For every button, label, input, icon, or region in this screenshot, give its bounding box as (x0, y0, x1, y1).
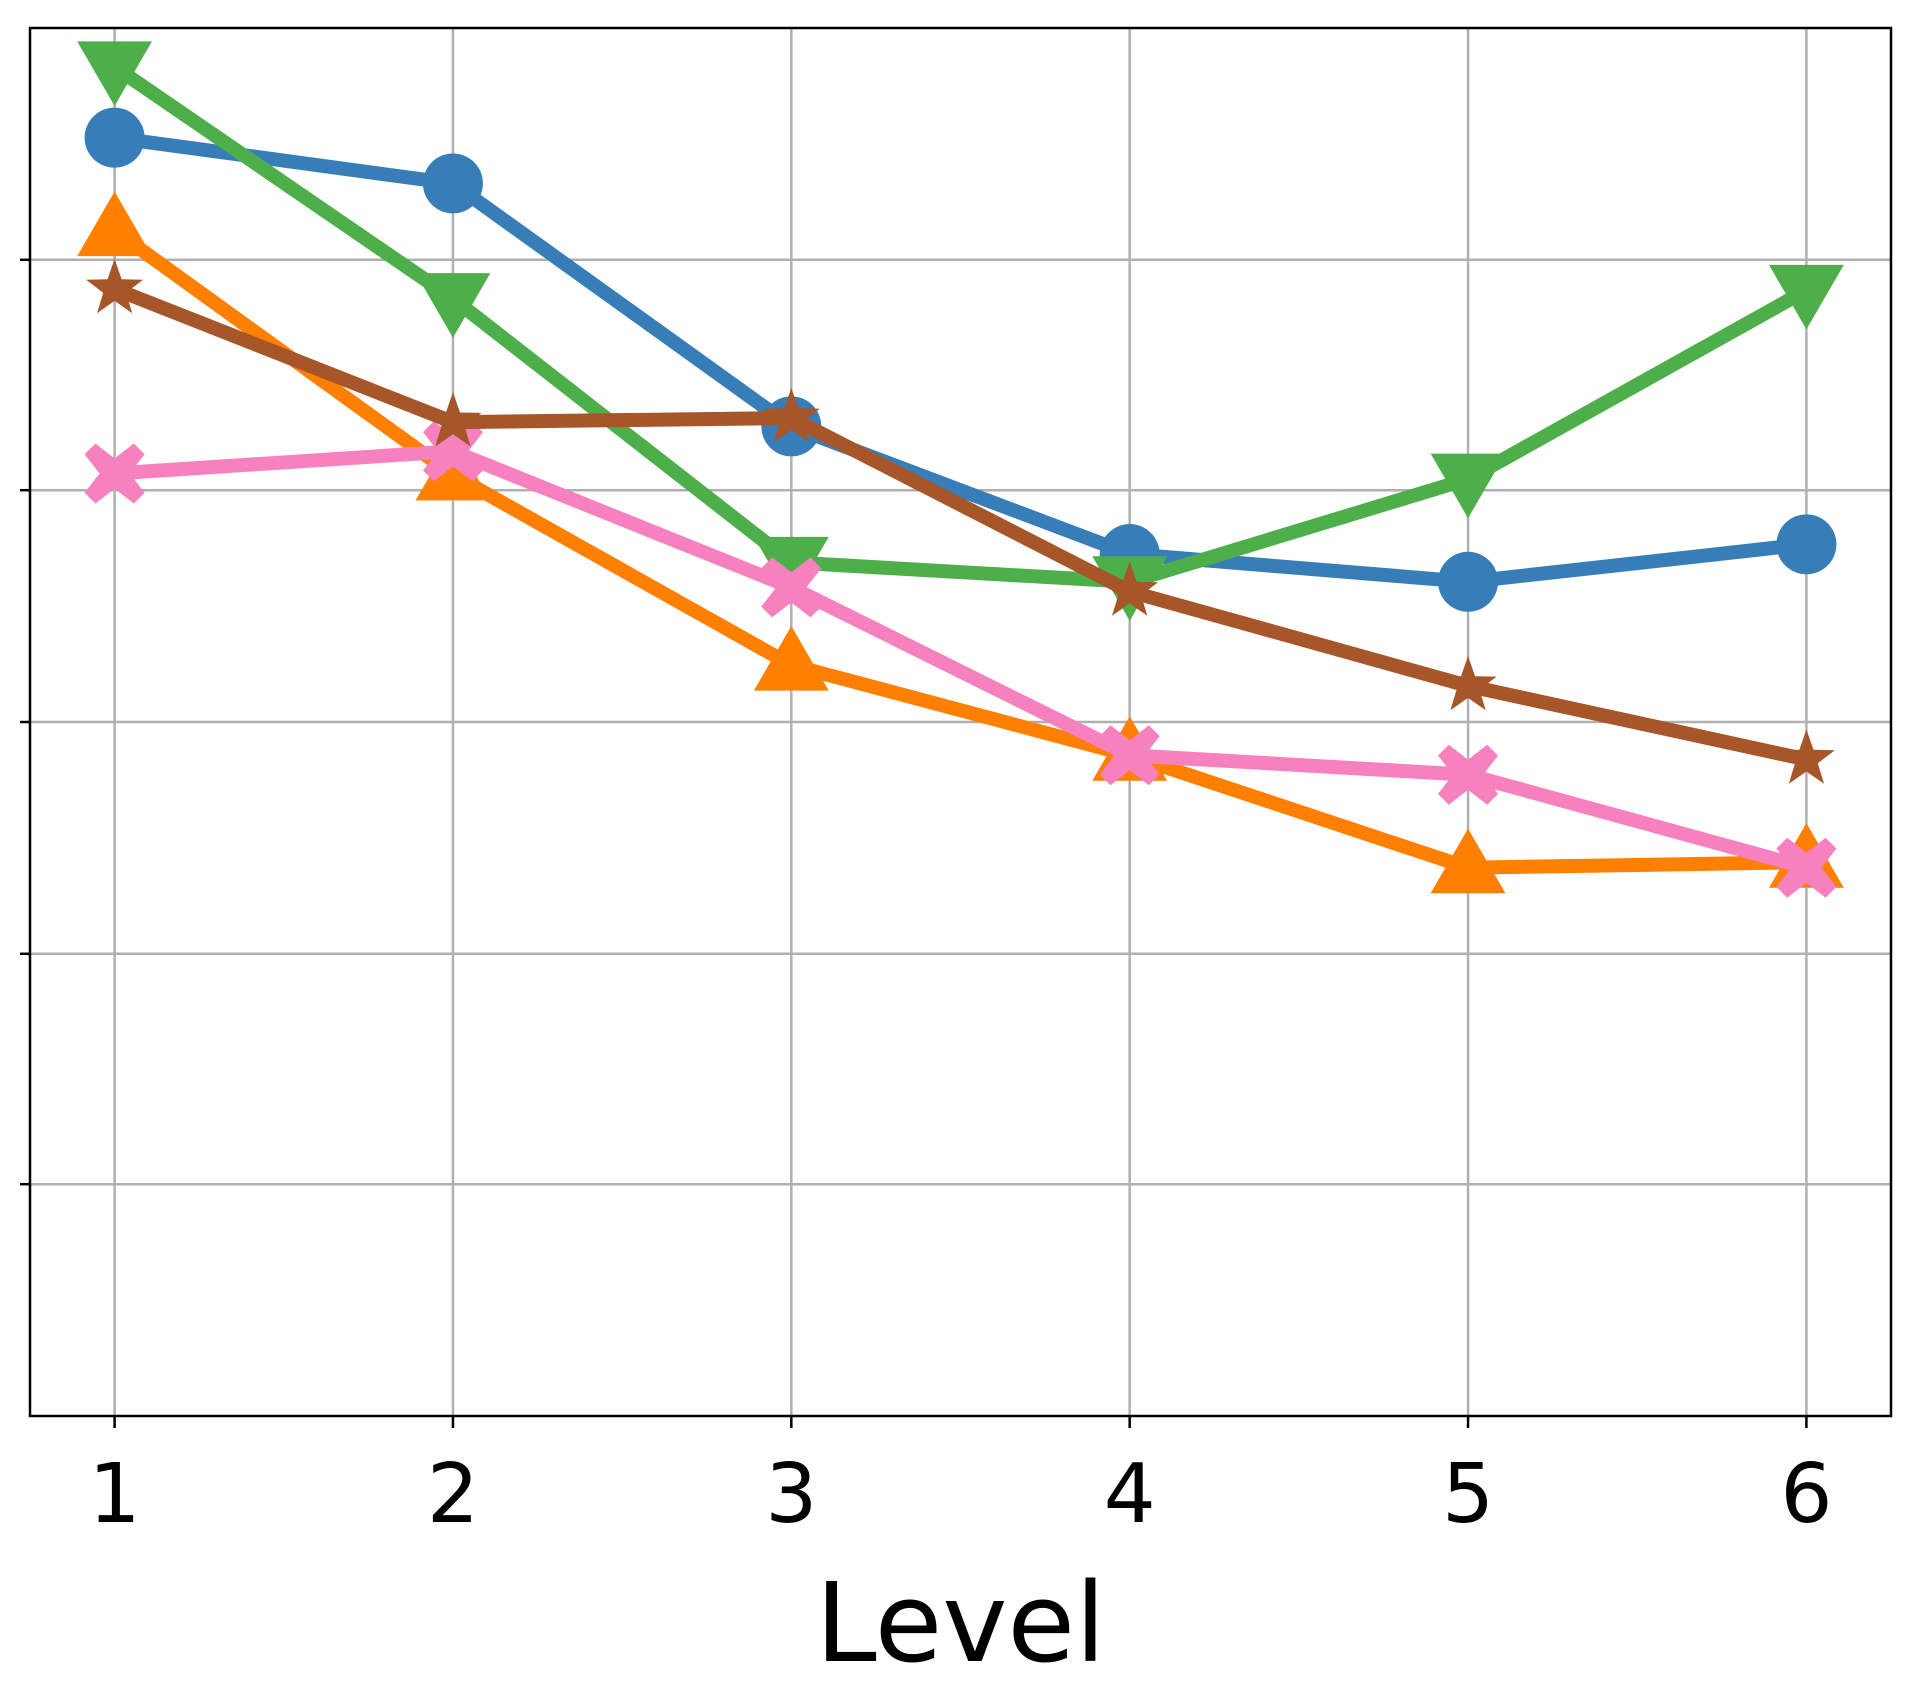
series-1-point-1 (84, 107, 145, 168)
series-4-point-3 (761, 557, 822, 618)
series-3-point-3 (753, 536, 829, 602)
series-4-point-6 (1776, 837, 1837, 898)
series-2-triangle-up (77, 191, 1844, 894)
x-tick-label-1: 1 (89, 1447, 141, 1542)
series-3-point-5 (1430, 453, 1506, 519)
series-4-x-filled (84, 421, 1837, 898)
series-1-circle (84, 107, 1837, 612)
series-3-line (110, 61, 1810, 589)
series-5-star (86, 258, 1835, 784)
series-2-line (110, 224, 1807, 875)
series-1-line (113, 130, 1808, 589)
series-5-point-6 (1777, 729, 1835, 784)
series-2-point-1 (77, 191, 152, 257)
series-1-point-6 (1776, 514, 1837, 575)
series-4-point-2 (423, 421, 483, 482)
series-5-point-5 (1439, 655, 1497, 711)
series-2-point-2 (415, 435, 491, 501)
series-1-point-2 (422, 153, 483, 214)
series-group (77, 41, 1844, 898)
series-1-point-5 (1438, 551, 1499, 612)
series-4-point-5 (1438, 744, 1498, 805)
series-3-point-6 (1769, 264, 1844, 330)
series-5-line (112, 282, 1808, 767)
series-5-point-3 (762, 388, 820, 443)
series-5-point-2 (424, 392, 482, 447)
series-5-point-4 (1101, 561, 1159, 616)
x-tick-label-6: 6 (1780, 1447, 1832, 1542)
series-3-point-2 (415, 273, 491, 338)
series-4-line (114, 444, 1809, 875)
series-3-triangle-down (77, 41, 1844, 621)
x-tick-label-4: 4 (1104, 1447, 1156, 1542)
series-2-point-3 (753, 625, 829, 691)
series-4-point-4 (1099, 725, 1160, 786)
plot-area-frame (28, 26, 1893, 1418)
x-tick-label-2: 2 (427, 1447, 479, 1542)
series-2-point-5 (1430, 828, 1506, 894)
series-3-point-1 (77, 41, 152, 106)
x-tick-label-3: 3 (765, 1447, 817, 1542)
series-5-point-1 (86, 258, 144, 314)
x-axis-ticks: 1 2 3 4 5 6 (89, 1416, 1832, 1542)
x-tick-label-5: 5 (1442, 1447, 1494, 1542)
series-4-point-1 (84, 443, 145, 504)
x-axis-label: Level (815, 1559, 1105, 1687)
